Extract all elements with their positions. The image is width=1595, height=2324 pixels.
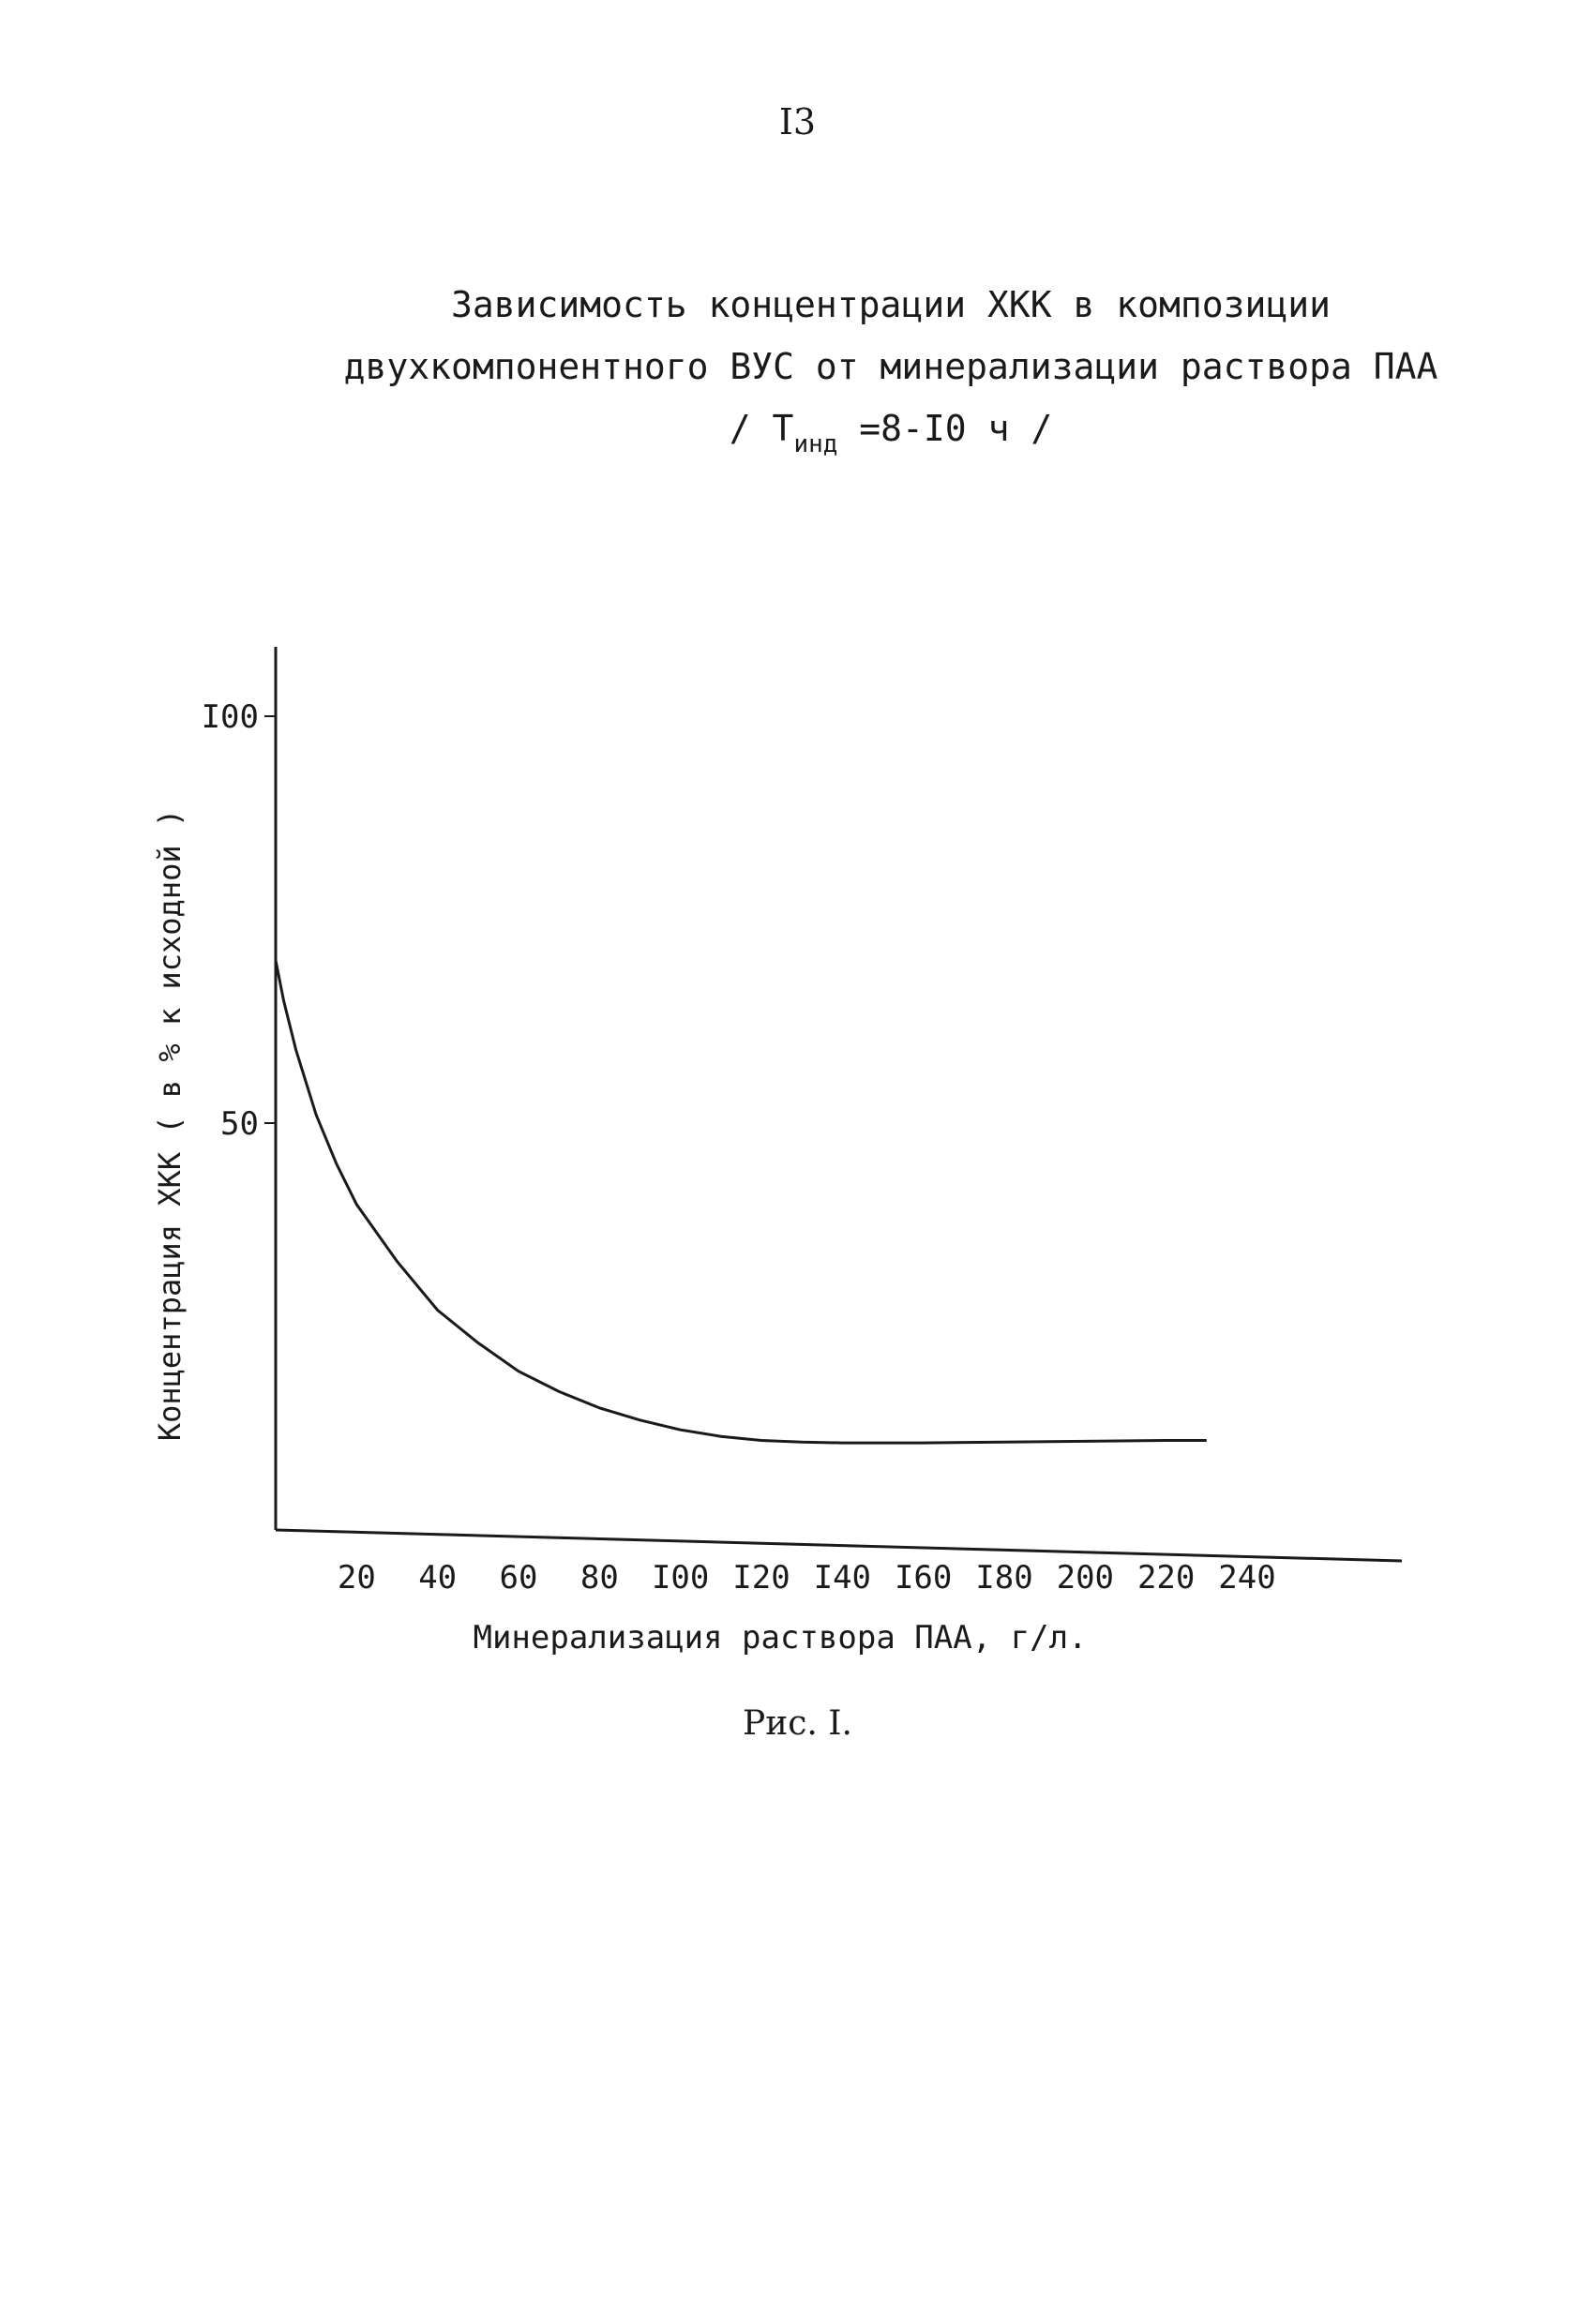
figure-caption: Рис. I. — [743, 1704, 852, 1743]
y-axis-label: Концентрация ХКК ( в % к исходной ) — [152, 809, 188, 1441]
y-tick-label: I00 — [202, 698, 259, 736]
y-ticks: 50 I00 — [202, 698, 276, 1143]
x-tick-label: 20 — [338, 1559, 376, 1597]
x-tick-label: I80 — [975, 1559, 1032, 1597]
x-tick-label: 240 — [1218, 1559, 1275, 1597]
x-tick-label: I20 — [732, 1559, 790, 1597]
x-tick-label: 60 — [500, 1559, 538, 1597]
x-tick-labels: 20 40 60 80 I00 I20 I40 I60 I80 200 220 240 — [338, 1559, 1276, 1597]
series-line — [274, 960, 1207, 1445]
chart-title: Зависимость концентрации ХКК в композици… — [281, 274, 1500, 464]
title-line-2: двухкомпонентного ВУС от минерализации р… — [343, 346, 1438, 387]
x-tick-label: 40 — [418, 1559, 457, 1597]
title-line-3-prefix: / T — [729, 408, 794, 449]
title-line-3-suffix: =8-I0 ч / — [859, 408, 1053, 449]
x-axis — [275, 1528, 1403, 1563]
x-tick-label: I60 — [895, 1559, 952, 1597]
x-tick-label: 220 — [1137, 1559, 1195, 1597]
title-line-3: / Tинд =8-I0 ч / — [281, 397, 1500, 464]
x-tick-label: 80 — [580, 1559, 619, 1597]
title-subscript: инд — [793, 430, 838, 458]
x-tick-label: I00 — [652, 1559, 709, 1597]
x-tick-label: I40 — [814, 1559, 871, 1597]
page-number: I3 — [778, 101, 817, 142]
title-line-1: Зависимость концентрации ХКК в композици… — [451, 284, 1331, 325]
x-tick-label: 200 — [1057, 1559, 1114, 1597]
x-axis-label: Минерализация раствора ПАА, г/л. — [473, 1619, 1087, 1657]
y-tick-label: 50 — [220, 1105, 259, 1143]
